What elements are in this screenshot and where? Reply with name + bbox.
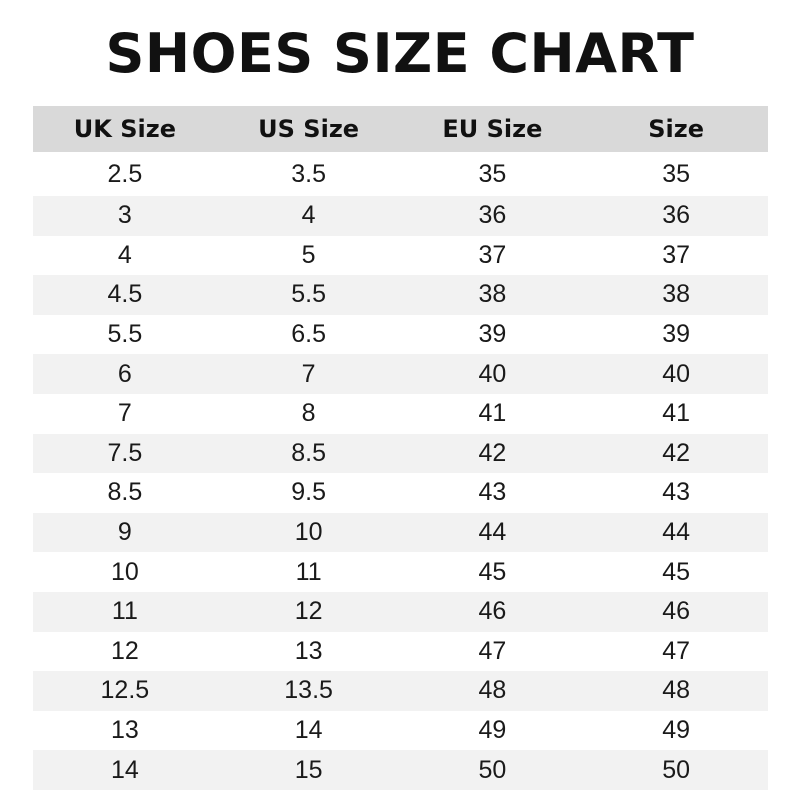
table-cell: 3.5 xyxy=(291,159,326,188)
table-cell: 12 xyxy=(110,636,139,665)
table-cell: 43 xyxy=(478,478,507,507)
table-row: 5.5 6.5 39 39 xyxy=(33,315,768,355)
table-cell: 47 xyxy=(662,636,691,665)
table-cell: 38 xyxy=(662,280,691,309)
table-row: 14 15 50 50 xyxy=(33,750,768,790)
table-cell: 44 xyxy=(662,518,691,547)
table-cell: 37 xyxy=(478,240,507,269)
table-cell: 46 xyxy=(662,597,691,626)
table-cell: 50 xyxy=(478,755,507,784)
table-cell: 7.5 xyxy=(107,438,143,467)
table-cell: 39 xyxy=(478,320,507,349)
table-cell: 7 xyxy=(301,359,316,388)
table-cell: 37 xyxy=(662,240,691,269)
column-header: UK Size xyxy=(73,115,176,143)
table-cell: 13.5 xyxy=(284,676,333,705)
table-row: 9 10 44 44 xyxy=(33,512,768,553)
chart-title: SHOES SIZE CHART xyxy=(105,22,695,85)
table-row: 12.5 13.5 48 48 xyxy=(33,671,768,711)
table-cell: 45 xyxy=(478,557,507,586)
table-cell: 13 xyxy=(110,716,139,745)
table-cell: 5.5 xyxy=(291,280,326,309)
table-cell: 10 xyxy=(294,518,323,547)
table-cell: 8 xyxy=(301,399,316,428)
table-cell: 10 xyxy=(110,557,139,586)
table-cell: 41 xyxy=(478,399,507,428)
table-cell: 4 xyxy=(117,240,132,269)
table-cell: 42 xyxy=(478,438,507,467)
table-cell: 47 xyxy=(478,636,507,665)
table-row: 10 11 45 45 xyxy=(33,552,768,592)
table-row: 8.5 9.5 43 43 xyxy=(33,473,768,513)
table-cell: 5.5 xyxy=(107,320,143,349)
table-cell: 49 xyxy=(478,716,507,745)
column-header: EU Size xyxy=(442,115,543,143)
table-cell: 36 xyxy=(478,201,507,230)
table-cell: 46 xyxy=(478,597,507,626)
table-cell: 9 xyxy=(117,518,132,547)
table-cell: 43 xyxy=(662,478,691,507)
table-cell: 40 xyxy=(662,359,691,388)
table-cell: 2.5 xyxy=(107,159,143,188)
table-cell: 41 xyxy=(662,399,691,428)
table-cell: 12 xyxy=(294,597,323,626)
table-body: 2.5 3.5 35 35 3 4 36 36 4 5 37 37 4.5 5.5 38 38 5.5 6.5 39… xyxy=(33,152,768,790)
table-row: 2.5 3.5 35 35 xyxy=(33,152,768,196)
table-cell: 42 xyxy=(662,438,691,467)
column-header: Size xyxy=(648,115,704,143)
table-cell: 6.5 xyxy=(291,320,326,349)
table-row: 4.5 5.5 38 38 xyxy=(33,275,768,315)
table-cell: 7 xyxy=(117,399,132,428)
table-row: 3 4 36 36 xyxy=(33,196,768,236)
table-cell: 39 xyxy=(662,320,691,349)
table-row: 7.5 8.5 42 42 xyxy=(33,433,768,474)
table-cell: 8.5 xyxy=(107,478,143,507)
table-cell: 8.5 xyxy=(291,438,326,467)
table-cell: 14 xyxy=(294,716,323,745)
table-row: 12 13 47 47 xyxy=(33,632,768,672)
table-cell: 4.5 xyxy=(107,280,143,309)
table-cell: 3 xyxy=(117,201,132,230)
table-cell: 13 xyxy=(294,636,323,665)
table-cell: 35 xyxy=(478,159,507,188)
table-cell: 48 xyxy=(662,676,691,705)
table-cell: 4 xyxy=(301,201,316,230)
table-cell: 38 xyxy=(478,280,507,309)
table-cell: 15 xyxy=(294,755,323,784)
table-row: 6 7 40 40 xyxy=(33,354,768,394)
table-cell: 6 xyxy=(117,359,132,388)
size-table: UK Size US Size EU Size Size 2.5 3.5 35 35 3 4 36… xyxy=(33,106,768,790)
table-row: 7 8 41 41 xyxy=(33,394,768,434)
table-cell: 35 xyxy=(662,159,691,188)
table-cell: 48 xyxy=(478,676,507,705)
table-cell: 11 xyxy=(111,597,138,626)
table-cell: 49 xyxy=(662,716,691,745)
table-cell: 36 xyxy=(662,201,691,230)
table-cell: 11 xyxy=(295,557,322,586)
column-header: US Size xyxy=(258,115,360,143)
table-cell: 44 xyxy=(478,518,507,547)
table-cell: 12.5 xyxy=(100,676,150,705)
table-row: 11 12 46 46 xyxy=(33,591,768,632)
table-cell: 9.5 xyxy=(291,478,326,507)
table-cell: 45 xyxy=(662,557,691,586)
table-cell: 50 xyxy=(662,755,691,784)
table-cell: 40 xyxy=(478,359,507,388)
table-header: UK Size US Size EU Size Size xyxy=(33,106,768,152)
table-row: 13 14 49 49 xyxy=(33,711,768,751)
table-cell: 14 xyxy=(110,755,139,784)
table-cell: 5 xyxy=(301,240,316,269)
table-row: 4 5 37 37 xyxy=(33,236,768,276)
